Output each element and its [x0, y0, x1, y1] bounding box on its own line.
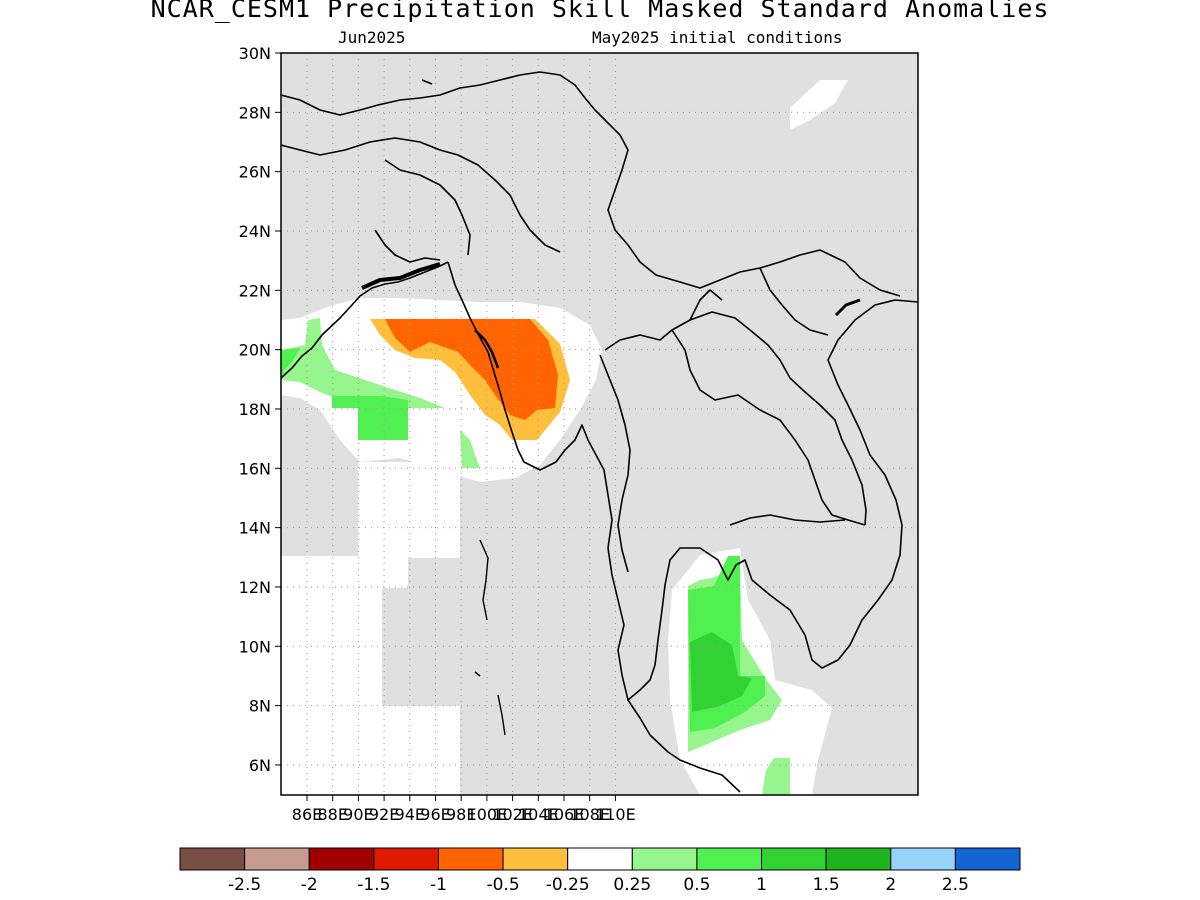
lon-label: 110E [595, 805, 636, 824]
lon-label: 98E [446, 805, 476, 824]
lat-label: 26N [239, 163, 271, 182]
legend-swatch [761, 847, 827, 871]
legend-swatch [631, 847, 698, 871]
figure-title: NCAR_CESM1 Precipitation Skill Masked St… [150, 0, 1050, 23]
lon-label: 108E [569, 805, 610, 824]
lat-label: 18N [239, 400, 271, 419]
lon-label: 96E [420, 805, 450, 824]
lat-label: 22N [239, 281, 271, 300]
legend-label: 1 [756, 875, 767, 895]
legend-swatch [437, 847, 504, 871]
legend-swatch [825, 847, 892, 871]
legend-label: 1.5 [813, 875, 840, 895]
longitude-axis: 86E88E90E92E94E96E98E100E102E104E106E108… [292, 795, 636, 824]
legend-swatch [890, 847, 956, 871]
lon-label: 102E [492, 805, 533, 824]
lon-label: 88E [317, 805, 347, 824]
lon-label: 92E [369, 805, 399, 824]
legend-swatch [373, 847, 439, 871]
legend-swatch [502, 847, 569, 871]
lon-label: 104E [518, 805, 559, 824]
legend-label: 0.5 [683, 875, 710, 895]
lat-label: 8N [249, 697, 271, 716]
coastline-and-borders [281, 71, 918, 793]
legend-label: -2 [301, 875, 318, 895]
initial-conditions-label: May2025 initial conditions [592, 28, 843, 47]
lon-label: 106E [544, 805, 585, 824]
lat-label: 6N [249, 756, 271, 775]
forecast-month: Jun2025 [338, 28, 406, 47]
lat-label: 16N [239, 459, 271, 478]
lat-label: 20N [239, 341, 271, 360]
lat-label: 30N [239, 44, 271, 63]
legend-label: -0.5 [486, 875, 519, 895]
lat-label: 14N [239, 519, 271, 538]
latitude-axis: 30N 28N 26N 24N 22N 20N 18N 16N 14N 12N 10N 8N 6N [239, 44, 281, 775]
map-gridlines [281, 53, 918, 795]
lon-label: 90E [343, 805, 373, 824]
legend-label: 0.25 [613, 875, 651, 895]
lon-label: 100E [467, 805, 508, 824]
positive-anomaly-areas [281, 318, 790, 795]
lat-label: 12N [239, 578, 271, 597]
legend-swatch [954, 847, 1021, 871]
legend-label: -2.5 [228, 875, 261, 895]
lat-label: 28N [239, 103, 271, 122]
lon-label: 86E [292, 805, 322, 824]
legend-label: -1 [430, 875, 447, 895]
color-legend: -2.5 -2 -1.5 -1 -0.5 -0.25 0.25 0.5 1 1.5 2 2.5 [179, 847, 1021, 895]
legend-swatch [179, 847, 246, 871]
lat-label: 10N [239, 637, 271, 656]
legend-swatch [244, 847, 310, 871]
map-frame [280, 52, 919, 796]
legend-label: -1.5 [357, 875, 390, 895]
legend-swatch [567, 847, 633, 871]
lat-label: 24N [239, 222, 271, 241]
legend-label: 2 [885, 875, 896, 895]
legend-swatch [696, 847, 763, 871]
legend-swatch [308, 847, 375, 871]
lon-label: 94E [395, 805, 425, 824]
legend-label: -0.25 [546, 875, 590, 895]
legend-label: 2.5 [942, 875, 969, 895]
